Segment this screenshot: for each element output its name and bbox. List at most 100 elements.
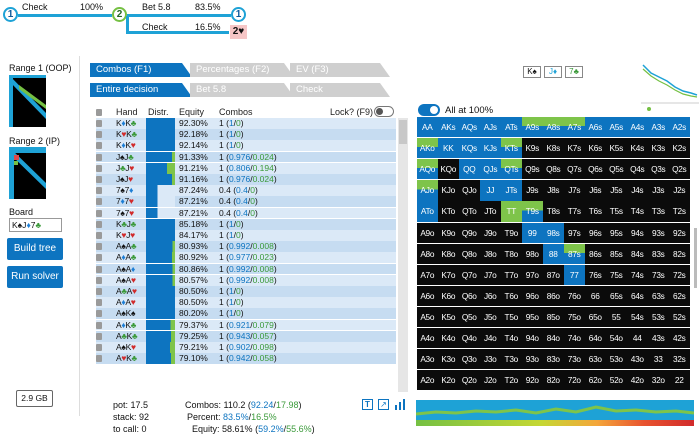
matrix-cell[interactable]: Q8o bbox=[459, 243, 480, 264]
matrix-cell[interactable]: 72o bbox=[564, 370, 585, 391]
lock-toggle[interactable] bbox=[374, 106, 394, 117]
matrix-cell[interactable]: J6o bbox=[480, 285, 501, 307]
matrix-cell[interactable]: A6o bbox=[417, 285, 438, 307]
table-row[interactable]: K♦K♥ 92.14% 1 (1/0) bbox=[96, 140, 396, 152]
row-lock-icon[interactable] bbox=[96, 120, 102, 127]
matrix-cell[interactable]: KTo bbox=[438, 201, 459, 222]
matrix-cell[interactable]: 92o bbox=[522, 370, 543, 391]
matrix-cell[interactable]: 82o bbox=[543, 370, 564, 391]
matrix-cell[interactable]: 97s bbox=[564, 222, 585, 243]
matrix-cell[interactable]: KJo bbox=[438, 180, 459, 201]
matrix-cell[interactable]: 43o bbox=[627, 349, 648, 370]
table-row[interactable]: K♣J♣ 85.18% 1 (1/0) bbox=[96, 218, 396, 230]
matrix-cell[interactable]: 83o bbox=[543, 349, 564, 370]
matrix-cell[interactable]: 54o bbox=[606, 328, 627, 349]
matrix-cell[interactable]: TT bbox=[501, 201, 522, 222]
row-lock-icon[interactable] bbox=[96, 288, 102, 295]
row-lock-icon[interactable] bbox=[96, 131, 102, 139]
matrix-cell[interactable]: 82s bbox=[669, 243, 690, 264]
matrix-cell[interactable]: 88 bbox=[543, 243, 564, 264]
matrix-cell[interactable]: 76s bbox=[585, 264, 606, 285]
row-lock-icon[interactable] bbox=[96, 265, 102, 273]
column-combos[interactable]: Combos bbox=[219, 107, 253, 117]
matrix-cell[interactable]: J4s bbox=[627, 180, 648, 201]
matrix-cell[interactable]: 74o bbox=[564, 328, 585, 349]
row-lock-icon[interactable] bbox=[96, 243, 102, 251]
matrix-cell[interactable]: 75o bbox=[564, 306, 585, 328]
matrix-cell[interactable]: T2s bbox=[669, 201, 690, 222]
matrix-cell[interactable]: Q6s bbox=[585, 159, 606, 180]
matrix-cell[interactable]: 84o bbox=[543, 328, 564, 349]
matrix-cell[interactable]: 72s bbox=[669, 264, 690, 285]
matrix-cell[interactable]: 93o bbox=[522, 349, 543, 370]
matrix-cell[interactable]: Q3o bbox=[459, 349, 480, 370]
table-row[interactable]: J♠J♥ 91.16% 1 (0.976/0.024) bbox=[96, 174, 396, 185]
matrix-cell[interactable]: Q9s bbox=[522, 159, 543, 180]
range1-thumbnail[interactable] bbox=[9, 75, 46, 127]
matrix-cell[interactable]: 92s bbox=[669, 222, 690, 243]
matrix-cell[interactable]: A4o bbox=[417, 328, 438, 349]
build-tree-button[interactable]: Build tree bbox=[7, 238, 63, 260]
table-row[interactable]: 7♦7♥ 87.21% 0.4 (0.4/0) bbox=[96, 196, 396, 208]
matrix-cell[interactable]: A2o bbox=[417, 370, 438, 391]
matrix-cell[interactable]: T2o bbox=[501, 370, 522, 391]
matrix-cell[interactable]: 65s bbox=[606, 285, 627, 307]
matrix-cell[interactable]: 52s bbox=[669, 306, 690, 328]
matrix-cell[interactable]: AKs bbox=[438, 117, 459, 138]
matrix-cell[interactable]: J3s bbox=[648, 180, 669, 201]
matrix-cell[interactable]: 52o bbox=[606, 370, 627, 391]
matrix-cell[interactable]: T5o bbox=[501, 306, 522, 328]
matrix-cell[interactable]: 74s bbox=[627, 264, 648, 285]
external-link-icon[interactable]: ↗ bbox=[378, 399, 389, 410]
matrix-cell[interactable]: A5o bbox=[417, 306, 438, 328]
matrix-cell[interactable]: 85o bbox=[543, 306, 564, 328]
matrix-cell[interactable]: AQo bbox=[417, 159, 438, 180]
matrix-cell[interactable]: Q3s bbox=[648, 159, 669, 180]
matrix-cell[interactable]: T8s bbox=[543, 201, 564, 222]
run-solver-button[interactable]: Run solver bbox=[7, 266, 63, 288]
matrix-cell[interactable]: 32s bbox=[669, 349, 690, 370]
matrix-cell[interactable]: 94o bbox=[522, 328, 543, 349]
tab-check[interactable]: Check bbox=[290, 83, 390, 97]
matrix-cell[interactable]: KQs bbox=[459, 138, 480, 159]
matrix-cell[interactable]: 73o bbox=[564, 349, 585, 370]
matrix-cell[interactable]: A7s bbox=[564, 117, 585, 138]
matrix-cell[interactable]: J6s bbox=[585, 180, 606, 201]
matrix-cell[interactable]: J8s bbox=[543, 180, 564, 201]
column-equity[interactable]: Equity bbox=[179, 107, 205, 117]
matrix-cell[interactable]: T6o bbox=[501, 285, 522, 307]
matrix-cell[interactable]: K6o bbox=[438, 285, 459, 307]
table-row[interactable]: A♣K♣ 79.25% 1 (0.943/0.057) bbox=[96, 330, 396, 342]
matrix-cell[interactable]: 33 bbox=[648, 349, 669, 370]
matrix-cell[interactable]: JJ bbox=[480, 180, 501, 201]
matrix-cell[interactable]: K3s bbox=[648, 138, 669, 159]
matrix-cell[interactable]: 62o bbox=[585, 370, 606, 391]
row-lock-icon[interactable] bbox=[96, 310, 102, 318]
matrix-cell[interactable]: J5s bbox=[606, 180, 627, 201]
tree-node-oop[interactable]: 1 bbox=[3, 7, 18, 22]
matrix-cell[interactable]: Q5o bbox=[459, 306, 480, 328]
row-lock-icon[interactable] bbox=[96, 153, 102, 161]
matrix-cell[interactable]: QJo bbox=[459, 180, 480, 201]
matrix-cell[interactable]: 63s bbox=[648, 285, 669, 307]
table-row[interactable]: J♣J♥ 91.21% 1 (0.806/0.194) bbox=[96, 162, 396, 174]
matrix-cell[interactable]: T7s bbox=[564, 201, 585, 222]
matrix-cell[interactable]: AQs bbox=[459, 117, 480, 138]
matrix-cell[interactable]: 83s bbox=[648, 243, 669, 264]
matrix-cell[interactable]: 44 bbox=[627, 328, 648, 349]
matrix-cell[interactable]: 98s bbox=[543, 222, 564, 243]
table-row[interactable]: K♦K♣ 92.30% 1 (1/0) bbox=[96, 118, 396, 129]
tab-bet[interactable]: Bet 5.8 bbox=[190, 83, 294, 97]
matrix-cell[interactable]: Q4s bbox=[627, 159, 648, 180]
matrix-cell[interactable]: 96s bbox=[585, 222, 606, 243]
matrix-cell[interactable]: 63o bbox=[585, 349, 606, 370]
matrix-cell[interactable]: 32o bbox=[648, 370, 669, 391]
matrix-cell[interactable]: K7s bbox=[564, 138, 585, 159]
matrix-cell[interactable]: 77 bbox=[564, 264, 585, 285]
table-row[interactable]: A♦K♣ 79.37% 1 (0.921/0.079) bbox=[96, 319, 396, 331]
matrix-cell[interactable]: 97o bbox=[522, 264, 543, 285]
row-lock-icon[interactable] bbox=[96, 254, 102, 262]
matrix-cell[interactable]: T9o bbox=[501, 222, 522, 243]
tab-percentages[interactable]: Percentages (F2) bbox=[190, 63, 294, 77]
matrix-cell[interactable]: 64o bbox=[585, 328, 606, 349]
